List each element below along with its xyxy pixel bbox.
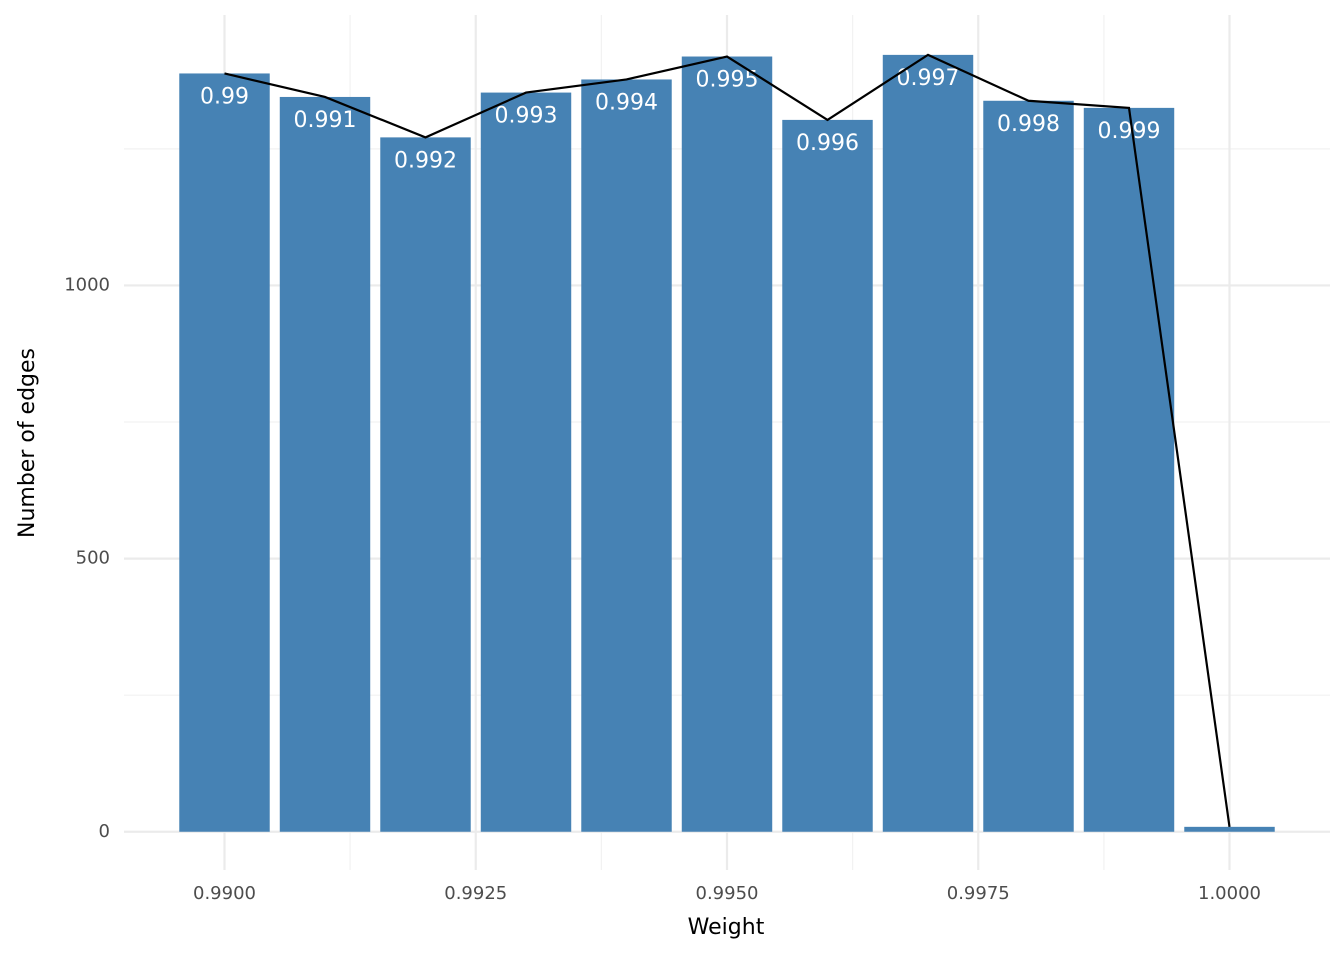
y-tick-label: 500 — [76, 548, 110, 569]
x-tick-label: 1.0000 — [1198, 883, 1261, 904]
bar-label: 0.991 — [294, 108, 357, 133]
x-axis-title: Weight — [688, 915, 765, 940]
x-tick-label: 0.9950 — [696, 883, 759, 904]
trend-line — [224, 53, 1231, 827]
bar-label: 0.997 — [897, 66, 960, 91]
bar-label: 0.993 — [495, 104, 558, 129]
bar — [681, 56, 773, 832]
bar — [480, 92, 572, 832]
bar — [581, 79, 672, 832]
bar-label: 0.995 — [696, 68, 759, 93]
bar-label: 0.99 — [200, 84, 249, 109]
bar — [1184, 826, 1275, 832]
y-tick-label: 1000 — [64, 274, 110, 295]
y-tick-label: 0 — [99, 821, 110, 842]
bar-label: 0.996 — [796, 131, 859, 156]
bar-label: 0.998 — [997, 112, 1060, 137]
bar — [279, 96, 371, 832]
x-tick-label: 0.9925 — [444, 883, 507, 904]
bar — [983, 100, 1074, 832]
bar — [179, 73, 270, 832]
bar — [1083, 107, 1175, 832]
x-tick-label: 0.9975 — [947, 883, 1010, 904]
x-tick-label: 0.9900 — [193, 883, 256, 904]
bar — [782, 119, 873, 832]
bar — [882, 54, 974, 832]
bar — [380, 137, 471, 832]
y-axis-title: Number of edges — [15, 348, 40, 538]
bar-label: 0.994 — [595, 90, 658, 115]
bar-label: 0.999 — [1098, 119, 1161, 144]
bar-label: 0.992 — [394, 148, 457, 173]
